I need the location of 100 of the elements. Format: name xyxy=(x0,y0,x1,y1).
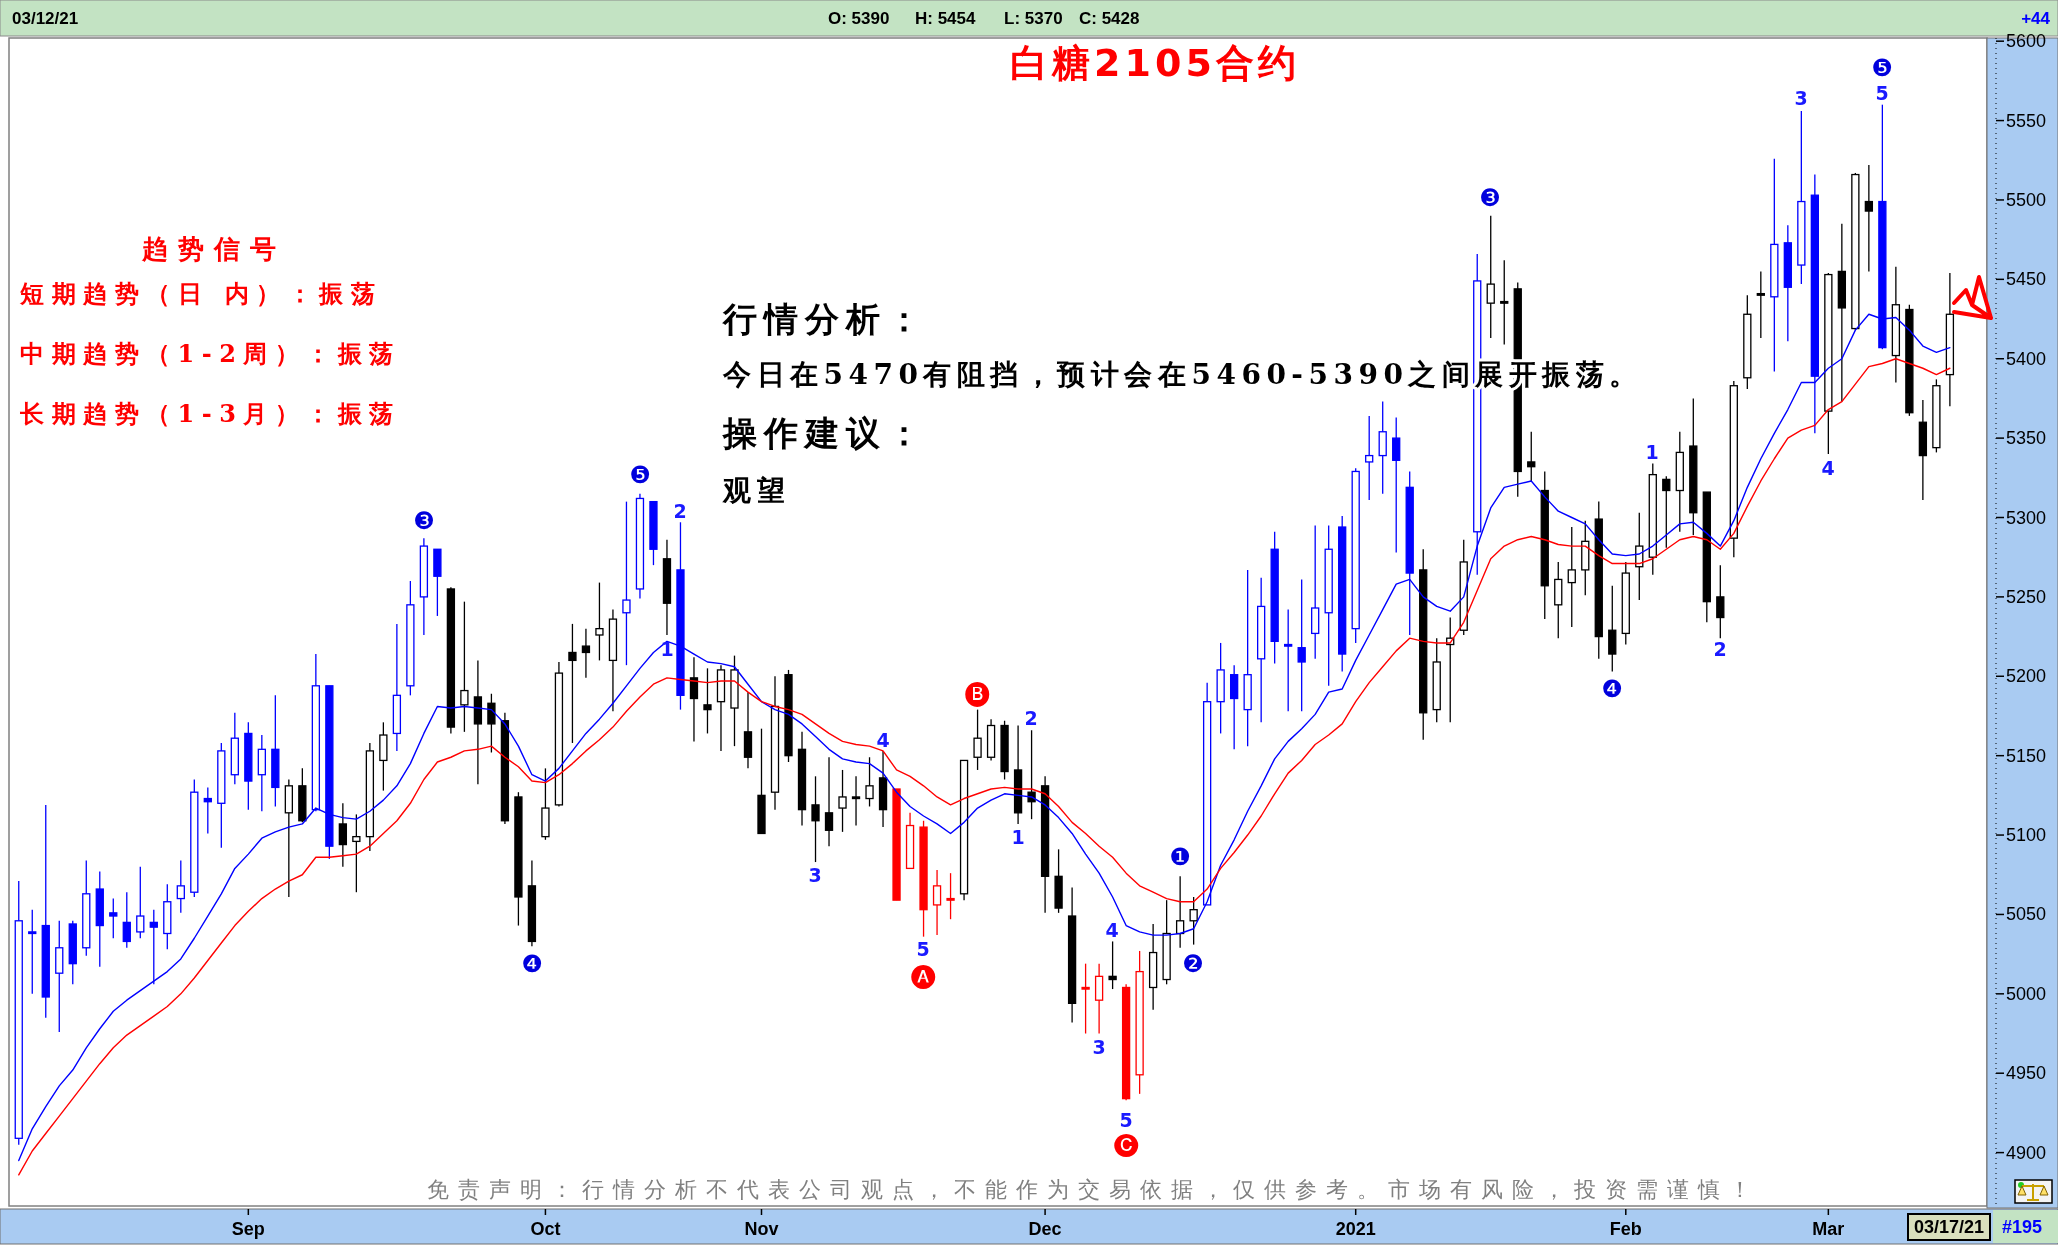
y-tick-label: 5350 xyxy=(2006,428,2047,449)
y-tick-label: 5450 xyxy=(2006,269,2047,290)
x-tick-label: Oct xyxy=(530,1219,561,1239)
y-tick-label: 5050 xyxy=(2006,904,2047,925)
annotation: ❺ xyxy=(629,461,651,489)
candlestick xyxy=(1094,963,1104,1035)
candlestick xyxy=(1527,431,1536,482)
annotation: ❷ xyxy=(1182,950,1204,978)
candlestick xyxy=(622,500,631,666)
annotation: 🅑 xyxy=(965,678,990,707)
candlestick xyxy=(352,813,361,893)
candlestick xyxy=(1662,475,1671,549)
x-tick-label: Dec xyxy=(1028,1219,1062,1239)
y-tick-label: 5600 xyxy=(2006,31,2047,52)
candlestick xyxy=(851,775,861,827)
y-tick-label: 4900 xyxy=(2006,1142,2047,1163)
y-tick-label: 5250 xyxy=(2006,586,2047,607)
annotation: ❸ xyxy=(1479,184,1501,212)
candlestick xyxy=(1567,526,1576,628)
annotation: 短期趋势（日 内）：振荡 xyxy=(19,278,383,308)
candlestick xyxy=(703,667,712,735)
annotation: 5 xyxy=(1875,82,1889,104)
y-tick-label: 5000 xyxy=(2006,983,2047,1004)
annotation: 4 xyxy=(876,729,890,751)
annotation: 🅒 xyxy=(1114,1129,1139,1157)
annotation: ❸ xyxy=(413,507,435,535)
annotation: 趋势信号 xyxy=(141,234,286,264)
annotation: 3 xyxy=(808,864,822,886)
annotation: 3 xyxy=(1794,87,1808,109)
annotation: 免责声明：行情分析不代表公司观点，不能作为交易依据，仅供参考。市场有风险，投资需谨慎！ xyxy=(427,1176,1760,1202)
candlestick xyxy=(1608,585,1617,673)
y-tick-label: 5500 xyxy=(2006,189,2047,210)
candlestick xyxy=(149,909,158,985)
candlestick xyxy=(1284,608,1293,712)
text: 03/12/21 xyxy=(12,8,79,28)
candlestick xyxy=(28,909,37,995)
candlestick xyxy=(932,869,942,936)
annotation: 观望 xyxy=(722,473,791,507)
annotation: ❹ xyxy=(521,950,543,978)
candlestick xyxy=(568,623,577,744)
candlestick xyxy=(1175,875,1185,949)
candlestick xyxy=(1108,940,1117,990)
candlestick xyxy=(1486,215,1495,339)
candlestick xyxy=(973,708,982,771)
candlestick xyxy=(487,693,496,754)
y-tick-label: 5400 xyxy=(2006,348,2047,369)
x-tick-label: Nov xyxy=(744,1219,779,1239)
candlestick xyxy=(1081,963,1090,1035)
candlestick xyxy=(1756,270,1765,339)
y-tick-label: 5200 xyxy=(2006,666,2047,687)
annotation: 3 xyxy=(1092,1036,1106,1058)
annotation: 长期趋势（1-3月）：振荡 xyxy=(19,398,401,428)
candlestick xyxy=(176,859,185,914)
candlestick xyxy=(595,581,604,662)
annotation: 1 xyxy=(1645,441,1659,463)
text: 03/17/21 xyxy=(1913,1217,1985,1237)
candlestick xyxy=(1229,664,1239,750)
annotation: 4 xyxy=(1821,457,1835,479)
candlestick xyxy=(824,756,834,847)
y-tick-label: 5300 xyxy=(2006,507,2047,528)
candlestick xyxy=(109,897,118,939)
candlestick xyxy=(1378,400,1387,495)
x-tick-label: Mar xyxy=(1812,1219,1845,1239)
chart-title: 白糖2105合约 xyxy=(1010,41,1300,85)
annotation: 🅐 xyxy=(911,961,936,989)
candlestick xyxy=(460,601,469,733)
candlestick xyxy=(581,627,591,679)
candlestick xyxy=(136,866,145,939)
annotation: ❺ xyxy=(1871,54,1893,82)
annotation: 5 xyxy=(1119,1109,1133,1131)
candlestick xyxy=(1297,578,1306,712)
annotation: 2 xyxy=(1713,638,1727,660)
x-tick-label: Sep xyxy=(231,1219,265,1239)
candlestick xyxy=(838,769,847,833)
candlestick xyxy=(1500,259,1509,346)
candlestick xyxy=(338,802,348,868)
y-tick-label: 4950 xyxy=(2006,1063,2047,1084)
candlestick xyxy=(1392,416,1401,554)
candlestick xyxy=(865,756,874,808)
candlestick xyxy=(1716,564,1725,639)
candlestick xyxy=(689,656,699,743)
annotation: 2 xyxy=(673,500,687,522)
y-tick-label: 5550 xyxy=(2006,110,2047,131)
text: +44 xyxy=(2021,8,2051,28)
candlestick xyxy=(811,775,820,863)
text: #195 xyxy=(2002,1217,2043,1237)
candlestick xyxy=(1365,415,1374,501)
text: L: 5370 xyxy=(1004,8,1063,28)
candlestick xyxy=(1189,896,1198,946)
annotation: 行情分析： xyxy=(722,299,928,339)
text: H: 5454 xyxy=(915,8,977,28)
annotation: 1 xyxy=(660,638,674,660)
annotation: 操作建议： xyxy=(722,413,928,453)
text: O: 5390 xyxy=(828,8,890,28)
annotation: 中期趋势（1-2周）：振荡 xyxy=(20,338,401,368)
candlestick xyxy=(946,872,955,920)
text: C: 5428 xyxy=(1079,8,1140,28)
candlestick xyxy=(1864,164,1874,273)
candlestick xyxy=(122,891,131,949)
annotation: 4 xyxy=(1105,919,1119,941)
